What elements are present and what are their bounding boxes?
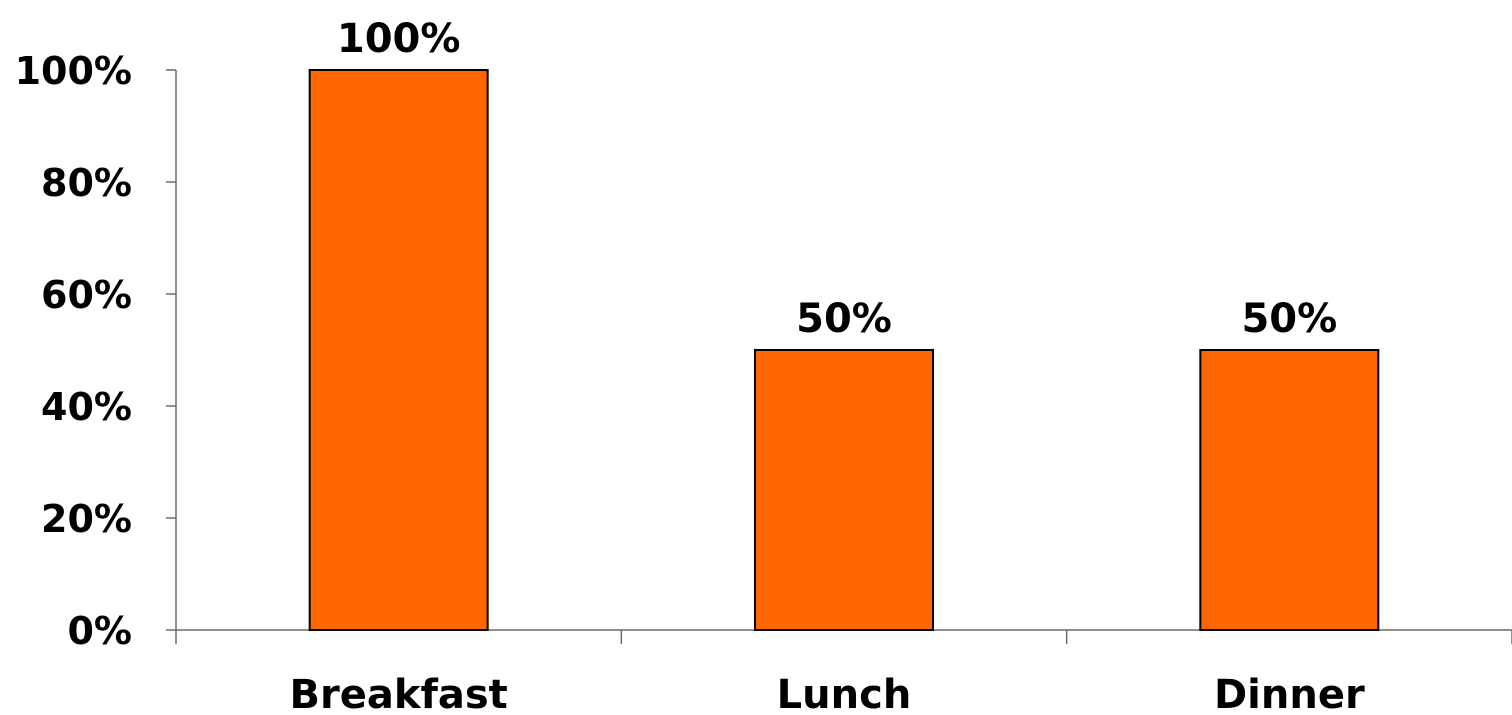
category-label-lunch: Lunch xyxy=(777,672,912,715)
y-axis: 0% 20% 40% 60% 80% 100% xyxy=(15,49,177,653)
x-axis xyxy=(175,629,1512,644)
category-label-breakfast: Breakfast xyxy=(290,672,508,715)
bar-lunch xyxy=(754,349,934,631)
data-labels: 100% 50% 50% xyxy=(337,16,1337,342)
y-tick-label: 0% xyxy=(67,609,132,653)
y-tick-label: 40% xyxy=(41,385,132,429)
y-tick-label: 80% xyxy=(41,161,132,205)
bars xyxy=(308,69,1380,631)
bar-dinner xyxy=(1199,349,1380,631)
y-tick-label: 100% xyxy=(15,49,132,93)
y-tick-label: 60% xyxy=(41,273,132,317)
category-labels: Breakfast Lunch Dinner xyxy=(290,672,1365,715)
y-tick-label: 20% xyxy=(41,497,132,541)
data-label-dinner: 50% xyxy=(1241,296,1337,342)
data-label-breakfast: 100% xyxy=(337,16,461,62)
data-label-lunch: 50% xyxy=(796,296,892,342)
category-label-dinner: Dinner xyxy=(1214,672,1365,715)
bar-breakfast xyxy=(308,69,489,631)
